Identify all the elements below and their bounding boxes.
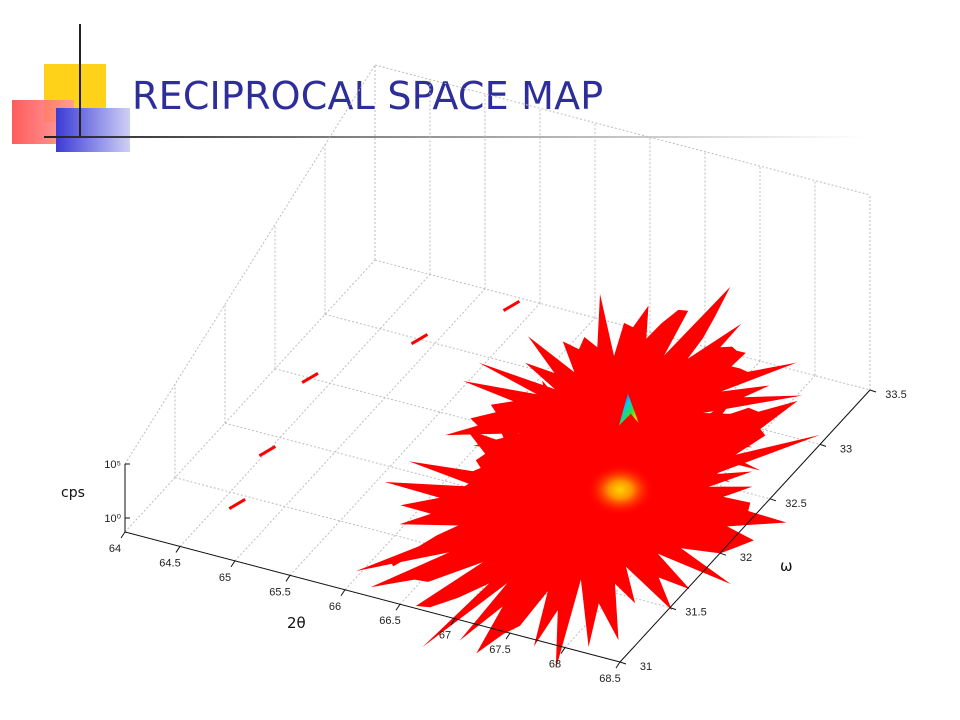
y-tick-labels: 31 31.5 32 32.5 33 33.5 xyxy=(640,389,907,673)
x-tick-label: 65.5 xyxy=(269,586,290,598)
surface-fragment xyxy=(530,550,549,563)
x-tick xyxy=(450,618,456,625)
left-wall-top xyxy=(124,64,376,465)
floor-grid-y xyxy=(324,313,821,445)
z-tick-labels: 10⁰ 10⁵ xyxy=(104,459,121,525)
x-tick-label: 64.5 xyxy=(159,557,180,569)
y-axis-line xyxy=(619,389,871,663)
floor-grid-y xyxy=(374,259,871,391)
surface-fragment xyxy=(410,333,429,346)
y-tick xyxy=(819,443,827,447)
surface-fragment xyxy=(682,472,700,484)
x-tick xyxy=(505,632,511,640)
x-tick-label: 66.5 xyxy=(379,615,400,627)
x-tick-label: 68 xyxy=(549,659,561,671)
y-tick-label: 33.5 xyxy=(885,389,906,401)
y-tick xyxy=(719,552,727,556)
intensity-hotspot xyxy=(586,463,655,516)
floor-grid-y xyxy=(274,368,771,500)
x-tick xyxy=(395,603,401,611)
x-tick-label: 65 xyxy=(219,572,231,584)
z-axis-label: cps xyxy=(61,485,85,501)
y-tick-label: 32 xyxy=(740,552,752,564)
y-tick xyxy=(769,498,777,502)
z-tick-label: 10⁰ xyxy=(104,513,121,525)
floor-grid-x xyxy=(179,274,431,547)
surface-lobe xyxy=(355,361,820,669)
y-tick xyxy=(619,661,627,665)
surface-fragment xyxy=(502,299,521,312)
axes xyxy=(120,389,877,669)
deco-blue-square xyxy=(56,108,130,152)
deco-vertical-line xyxy=(79,24,81,136)
y-tick-label: 31 xyxy=(640,661,652,673)
z-tick-label: 10⁵ xyxy=(104,459,121,471)
x-tick xyxy=(120,531,126,539)
x-tick-label: 68.5 xyxy=(599,673,620,685)
y-tick-label: 33 xyxy=(840,443,852,455)
x-tick xyxy=(175,546,181,553)
floor-grid-x xyxy=(234,288,486,562)
floor-grid-y xyxy=(174,477,671,609)
x-tick xyxy=(560,647,566,654)
x-axis-line xyxy=(124,531,621,663)
surface xyxy=(228,286,820,669)
x-tick-label: 67.5 xyxy=(489,644,510,656)
floor-grid-y xyxy=(224,422,721,554)
y-axis-label: ω xyxy=(780,557,793,575)
x-tick-label: 67 xyxy=(439,630,451,642)
x-tick xyxy=(615,661,621,669)
surface-fragment xyxy=(657,532,675,545)
x-axis-label: 2θ xyxy=(287,614,306,632)
surface-fragment xyxy=(301,371,319,384)
floor-grid-x xyxy=(289,302,541,576)
surface-fragment xyxy=(228,498,246,510)
x-tick-label: 66 xyxy=(329,601,341,613)
surface-fragment xyxy=(258,445,277,458)
slide-title: RECIPROCAL SPACE MAP xyxy=(132,74,604,118)
surface-fragment xyxy=(643,360,662,373)
x-tick xyxy=(230,560,236,568)
floor-grid-x xyxy=(124,259,376,533)
floor-grid-x xyxy=(344,317,596,591)
x-tick-labels: 64 64.5 65 65.5 66 66.5 67 67.5 68 68.5 xyxy=(109,543,621,685)
surface-fragment xyxy=(391,554,410,567)
x-tick-label: 64 xyxy=(109,543,121,555)
y-tick-label: 32.5 xyxy=(785,498,806,510)
y-tick xyxy=(669,607,677,611)
back-wall-top xyxy=(374,64,871,196)
peak-spike xyxy=(618,393,639,426)
x-tick xyxy=(285,575,291,582)
deco-horizontal-line xyxy=(44,136,864,138)
x-tick xyxy=(340,589,346,597)
y-tick-label: 31.5 xyxy=(685,607,706,619)
y-tick xyxy=(869,389,877,393)
